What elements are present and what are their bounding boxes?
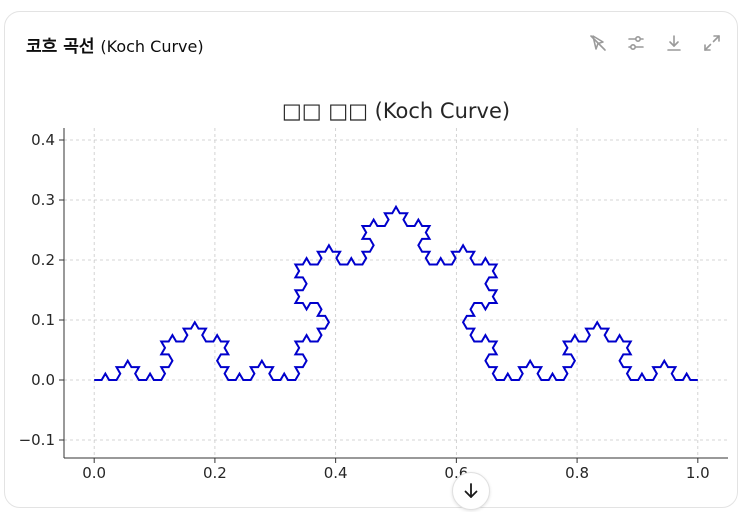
y-tick-label: 0.0 [31,371,55,389]
arrow-down-icon [464,483,478,498]
x-tick-label: 0.2 [203,464,227,482]
y-tick-label: 0.2 [31,251,55,269]
axes [63,128,728,459]
x-tick-label: 1.0 [686,464,710,482]
x-tick-label: 0.0 [82,464,106,482]
y-tick-label: 0.4 [31,131,55,149]
x-tick-label: 0.8 [565,464,589,482]
chart-card: 코흐 곡선 (Koch Curve) [4,11,738,508]
cursor-crossed-icon[interactable] [587,32,609,54]
koch-curve-line [94,204,698,381]
grid-lines [64,128,728,458]
chart-toolbar [587,32,723,54]
y-tick-label: 0.3 [31,191,55,209]
scroll-down-button[interactable] [452,472,490,510]
y-tick-label: −0.1 [19,431,55,449]
download-icon[interactable] [663,32,685,54]
card-title-ko: 코흐 곡선 [26,37,95,57]
expand-icon[interactable] [701,32,723,54]
card-title: 코흐 곡선 (Koch Curve) [26,32,204,57]
chart-title: □□ □□ (Koch Curve) [282,99,510,123]
y-tick-label: 0.1 [31,311,55,329]
x-tick-label: 0.4 [324,464,348,482]
y-axis-ticks: −0.1 0.0 0.1 0.2 0.3 0.4 [19,131,64,449]
card-title-en: (Koch Curve) [100,37,204,56]
sliders-icon[interactable] [625,32,647,54]
x-axis-ticks: 0.0 0.2 0.4 0.6 0.8 1.0 [82,458,710,482]
